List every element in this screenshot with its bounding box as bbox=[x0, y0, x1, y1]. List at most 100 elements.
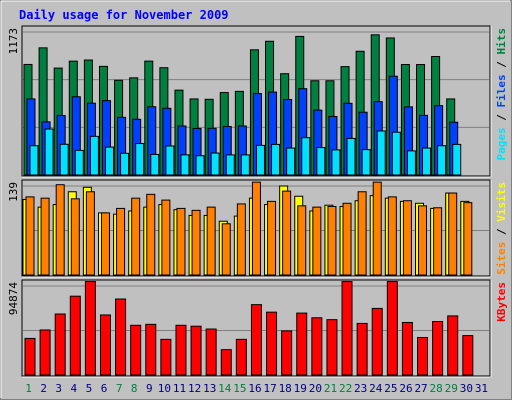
legend-kbytes: KBytes bbox=[495, 282, 508, 322]
bar-kbytes-day-25 bbox=[386, 281, 398, 376]
x-tick-label-day-13: 13 bbox=[203, 382, 216, 395]
chart-panels: 1173 Pages / Files / Hits 139 Sites / Visit… bbox=[7, 25, 508, 378]
x-tick-label-day-5: 5 bbox=[86, 382, 93, 395]
bar-sites-day-21 bbox=[327, 205, 337, 276]
legend-separator: / bbox=[495, 222, 508, 242]
bar-kbytes-day-9 bbox=[145, 323, 157, 376]
bar-pages-day-27 bbox=[422, 147, 432, 176]
bar-sites-day-1 bbox=[25, 196, 35, 276]
legend-separator: / bbox=[495, 108, 508, 128]
bar-pages-day-2 bbox=[44, 128, 54, 176]
bar-kbytes-day-14 bbox=[220, 349, 232, 376]
x-tick-label-day-16: 16 bbox=[248, 382, 261, 395]
bar-kbytes-day-10 bbox=[160, 338, 172, 376]
x-tick-label-day-24: 24 bbox=[369, 382, 383, 395]
x-tick-label-day-19: 19 bbox=[294, 382, 307, 395]
bar-kbytes-day-17 bbox=[266, 311, 278, 376]
bar-sites-day-11 bbox=[176, 207, 186, 276]
bar-sites-day-24 bbox=[372, 181, 382, 276]
bar-pages-day-19 bbox=[301, 137, 311, 176]
bar-kbytes-day-23 bbox=[356, 322, 368, 376]
bar-kbytes-day-28 bbox=[432, 321, 444, 376]
bar-kbytes-day-13 bbox=[205, 328, 217, 376]
x-tick-label-day-14: 14 bbox=[218, 382, 232, 395]
x-axis-day-labels: 1 2 3 4 5 6 7 8 9 10 11 12 13 14 15 16 17 18 19 20 21 22 23 24 2… bbox=[25, 382, 488, 395]
bar-sites-day-10 bbox=[161, 199, 171, 276]
bar-pages-day-24 bbox=[376, 130, 386, 176]
bar-kbytes-day-3 bbox=[54, 313, 66, 376]
bar-kbytes-day-11 bbox=[175, 324, 187, 376]
bar-sites-day-8 bbox=[131, 197, 141, 276]
bar-sites-day-13 bbox=[206, 206, 216, 276]
bar-kbytes-day-6 bbox=[99, 314, 111, 376]
bar-kbytes-day-15 bbox=[235, 338, 247, 376]
x-tick-label-day-10: 10 bbox=[158, 382, 171, 395]
x-tick-label-day-11: 11 bbox=[173, 382, 186, 395]
bar-kbytes-day-5 bbox=[84, 281, 96, 376]
bar-sites-day-12 bbox=[191, 209, 201, 276]
side-legend: Pages / Files / Hits bbox=[495, 28, 508, 161]
bar-sites-day-27 bbox=[418, 205, 428, 276]
bar-sites-day-28 bbox=[433, 207, 443, 276]
x-tick-label-day-3: 3 bbox=[55, 382, 62, 395]
bar-sites-day-16 bbox=[251, 181, 261, 276]
bar-pages-day-3 bbox=[59, 143, 69, 176]
x-tick-label-day-30: 30 bbox=[460, 382, 473, 395]
x-tick-label-day-9: 9 bbox=[146, 382, 153, 395]
legend-hits: Hits bbox=[495, 28, 508, 55]
bar-pages-day-16 bbox=[255, 144, 265, 176]
y-axis-max-label: 139 bbox=[7, 182, 20, 202]
x-tick-label-day-25: 25 bbox=[384, 382, 397, 395]
bar-sites-day-18 bbox=[282, 190, 292, 276]
x-tick-label-day-27: 27 bbox=[414, 382, 427, 395]
bar-pages-day-18 bbox=[286, 147, 296, 176]
bar-pages-day-4 bbox=[74, 149, 84, 176]
bar-sites-day-5 bbox=[85, 191, 95, 276]
legend-visits: Visits bbox=[495, 182, 508, 222]
bar-sites-day-9 bbox=[146, 193, 156, 276]
bar-sites-day-4 bbox=[70, 198, 80, 276]
bar-kbytes-day-22 bbox=[341, 281, 353, 376]
bar-pages-day-5 bbox=[89, 135, 99, 176]
bar-pages-day-21 bbox=[331, 149, 341, 176]
y-axis-max-label: 1173 bbox=[7, 28, 20, 55]
bar-pages-day-14 bbox=[225, 154, 235, 176]
legend-sites: Sites bbox=[495, 242, 508, 275]
chart-title: Daily usage for November 2009 bbox=[19, 8, 229, 22]
bar-pages-day-28 bbox=[437, 145, 447, 176]
side-legend: KBytes bbox=[495, 282, 508, 322]
x-tick-label-day-20: 20 bbox=[309, 382, 322, 395]
bar-kbytes-day-29 bbox=[447, 315, 459, 376]
bar-sites-day-6 bbox=[100, 212, 110, 276]
bar-pages-day-7 bbox=[120, 152, 130, 176]
bar-sites-day-19 bbox=[297, 205, 307, 276]
bar-pages-day-11 bbox=[180, 154, 190, 176]
bar-kbytes-day-7 bbox=[115, 298, 127, 376]
legend-files: Files bbox=[495, 74, 508, 107]
x-tick-label-day-8: 8 bbox=[131, 382, 138, 395]
x-tick-label-day-12: 12 bbox=[188, 382, 201, 395]
bar-kbytes-day-26 bbox=[401, 321, 413, 376]
bar-kbytes-day-27 bbox=[417, 336, 429, 376]
bar-pages-day-9 bbox=[150, 153, 160, 176]
bar-sites-day-7 bbox=[116, 207, 126, 276]
bar-sites-day-23 bbox=[357, 191, 367, 276]
bar-kbytes-day-19 bbox=[296, 312, 308, 376]
bar-sites-day-26 bbox=[402, 200, 412, 276]
bar-kbytes-day-20 bbox=[311, 317, 323, 376]
x-tick-label-day-7: 7 bbox=[116, 382, 123, 395]
bar-pages-day-15 bbox=[240, 154, 250, 176]
x-tick-label-day-26: 26 bbox=[399, 382, 412, 395]
bar-kbytes-day-12 bbox=[190, 325, 202, 376]
bar-sites-day-20 bbox=[312, 206, 322, 276]
bar-pages-day-6 bbox=[104, 146, 114, 176]
bar-sites-day-25 bbox=[387, 196, 397, 276]
bar-pages-day-23 bbox=[361, 149, 371, 176]
panel-2: 139 Sites / Visits bbox=[7, 179, 508, 278]
x-tick-label-day-17: 17 bbox=[263, 382, 276, 395]
bar-sites-day-22 bbox=[342, 202, 352, 276]
x-tick-label-day-15: 15 bbox=[233, 382, 246, 395]
bar-sites-day-2 bbox=[40, 197, 50, 276]
x-tick-label-day-1: 1 bbox=[25, 382, 32, 395]
